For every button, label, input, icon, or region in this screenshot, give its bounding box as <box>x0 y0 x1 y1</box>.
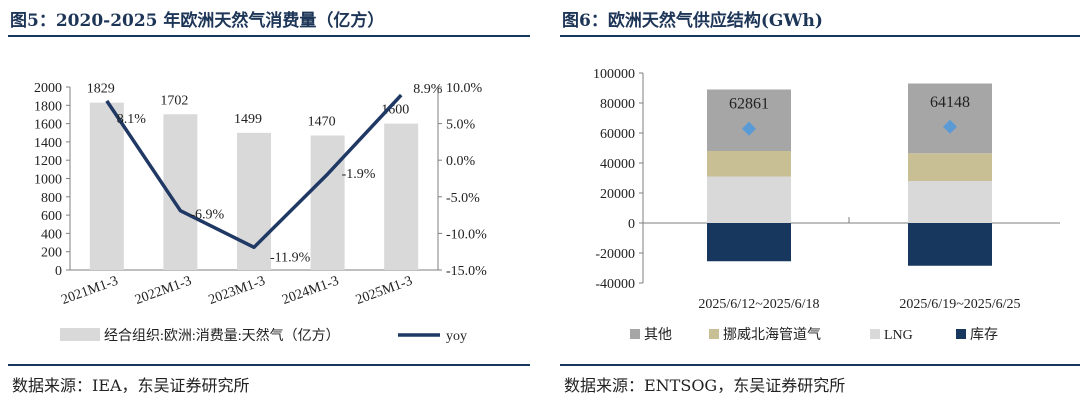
left-y-tick-label: 600 <box>41 209 62 224</box>
y-tick-label: 0 <box>628 217 635 232</box>
left-y-tick-label: 1200 <box>34 154 62 169</box>
consumption-bar <box>384 123 419 270</box>
bar-value-label: 1499 <box>234 112 262 127</box>
y-tick-label: 80000 <box>600 97 635 112</box>
stack-segment <box>707 176 791 223</box>
yoy-value-label: 8.9% <box>413 82 443 97</box>
right-chart-svg: -40000 -20000 0 20000 40000 60000 80000 100000 6… <box>593 67 1060 343</box>
right-chart-title: 图6：欧洲天然气供应结构(GWh) <box>562 11 823 31</box>
y-tick-label: 100000 <box>593 67 635 82</box>
stack-segment <box>707 151 791 177</box>
right-y-tick-label: -15.0% <box>446 264 487 279</box>
yoy-line <box>105 93 403 250</box>
stack-segment <box>908 83 992 154</box>
right-y-tick-label: 5.0% <box>446 118 476 133</box>
left-y-tick-label: 1800 <box>34 99 62 114</box>
y-tick-label: 20000 <box>600 187 635 202</box>
left-top-rule <box>8 35 530 37</box>
x-category-label: 2025/6/19~2025/6/25 <box>899 297 1020 312</box>
right-y-tick-label: 0.0% <box>446 154 476 169</box>
stack-segment <box>908 181 992 223</box>
left-y-tick-label: 200 <box>41 246 62 261</box>
left-chart-panel: 图5：2020-2025 年欧洲天然气消费量（亿方） 0 200 400 600 800… <box>0 0 530 402</box>
bar-value-label: 1600 <box>381 103 409 118</box>
legend-swatch <box>630 329 640 339</box>
total-marker <box>742 121 756 136</box>
legend-label: 库存 <box>970 327 998 343</box>
left-y-tick-label: 1400 <box>34 136 62 151</box>
stack-segment-negative <box>908 223 992 266</box>
consumption-bar <box>237 132 271 270</box>
y-tick-label: -40000 <box>595 277 635 292</box>
legend-bar-swatch <box>60 328 100 341</box>
stack-segment <box>707 89 791 151</box>
total-marker <box>943 119 957 134</box>
left-y-tick-label: 0 <box>55 264 62 279</box>
left-source: 数据来源：IEA，东吴证券研究所 <box>12 376 250 395</box>
legend-bar-label: 经合组织:欧洲:消费量:天然气（亿方） <box>104 327 340 344</box>
yoy-value-label: -11.9% <box>270 250 311 265</box>
right-bottom-rule <box>560 364 1080 366</box>
right-source: 数据来源：ENTSOG，东吴证券研究所 <box>564 376 846 395</box>
right-y-tick-label: -5.0% <box>446 191 480 206</box>
legend-label: 挪威北海管道气 <box>723 327 821 343</box>
right-y-tick-label: 10.0% <box>446 81 483 96</box>
consumption-bar <box>310 135 345 270</box>
left-y-tick-label: 2000 <box>34 81 62 96</box>
y-tick-label: 60000 <box>600 127 635 142</box>
legend-swatch <box>709 329 719 339</box>
legend-label: 其他 <box>644 327 672 343</box>
stack-segment-negative <box>707 223 791 262</box>
total-value-label: 62861 <box>729 96 769 113</box>
yoy-value-label: 8.1% <box>117 112 147 127</box>
bar-value-label: 1829 <box>87 82 115 97</box>
bar-value-label: 1470 <box>308 114 336 129</box>
legend-line-label: yoy <box>446 329 467 344</box>
left-chart-title: 图5：2020-2025 年欧洲天然气消费量（亿方） <box>10 11 385 31</box>
consumption-bar <box>89 102 124 270</box>
bar-value-label: 1702 <box>160 93 188 108</box>
left-chart-svg: 0 200 400 600 800 1000 1200 1400 1600 1800 2000 -15… <box>34 81 487 344</box>
right-chart-panel: 图6：欧洲天然气供应结构(GWh) -40000 -20000 0 20000 4000… <box>552 0 1080 402</box>
yoy-value-label: -1.9% <box>342 167 376 182</box>
x-category-label: 2023M1-3 <box>207 274 268 308</box>
x-category-label: 2022M1-3 <box>133 274 194 308</box>
legend-swatch <box>870 329 880 339</box>
left-y-tick-label: 400 <box>41 227 62 242</box>
legend-label: LNG <box>884 328 913 343</box>
stack-segment <box>908 153 992 181</box>
left-y-tick-label: 1600 <box>34 118 62 133</box>
x-category-label: 2025M1-3 <box>354 274 415 308</box>
y-tick-label: 40000 <box>600 157 635 172</box>
right-y-tick-label: -10.0% <box>446 227 487 242</box>
total-value-label: 64148 <box>930 94 970 111</box>
y-tick-label: -20000 <box>595 247 635 262</box>
x-category-label: 2025/6/12~2025/6/18 <box>698 297 819 312</box>
right-top-rule <box>560 35 1080 37</box>
left-bottom-rule <box>8 364 530 366</box>
legend-swatch <box>956 329 966 339</box>
yoy-value-label: -6.9% <box>190 208 224 223</box>
left-y-tick-label: 1000 <box>34 173 62 188</box>
x-category-label: 2021M1-3 <box>59 274 120 308</box>
x-category-label: 2024M1-3 <box>280 274 341 308</box>
left-y-tick-label: 800 <box>41 191 62 206</box>
